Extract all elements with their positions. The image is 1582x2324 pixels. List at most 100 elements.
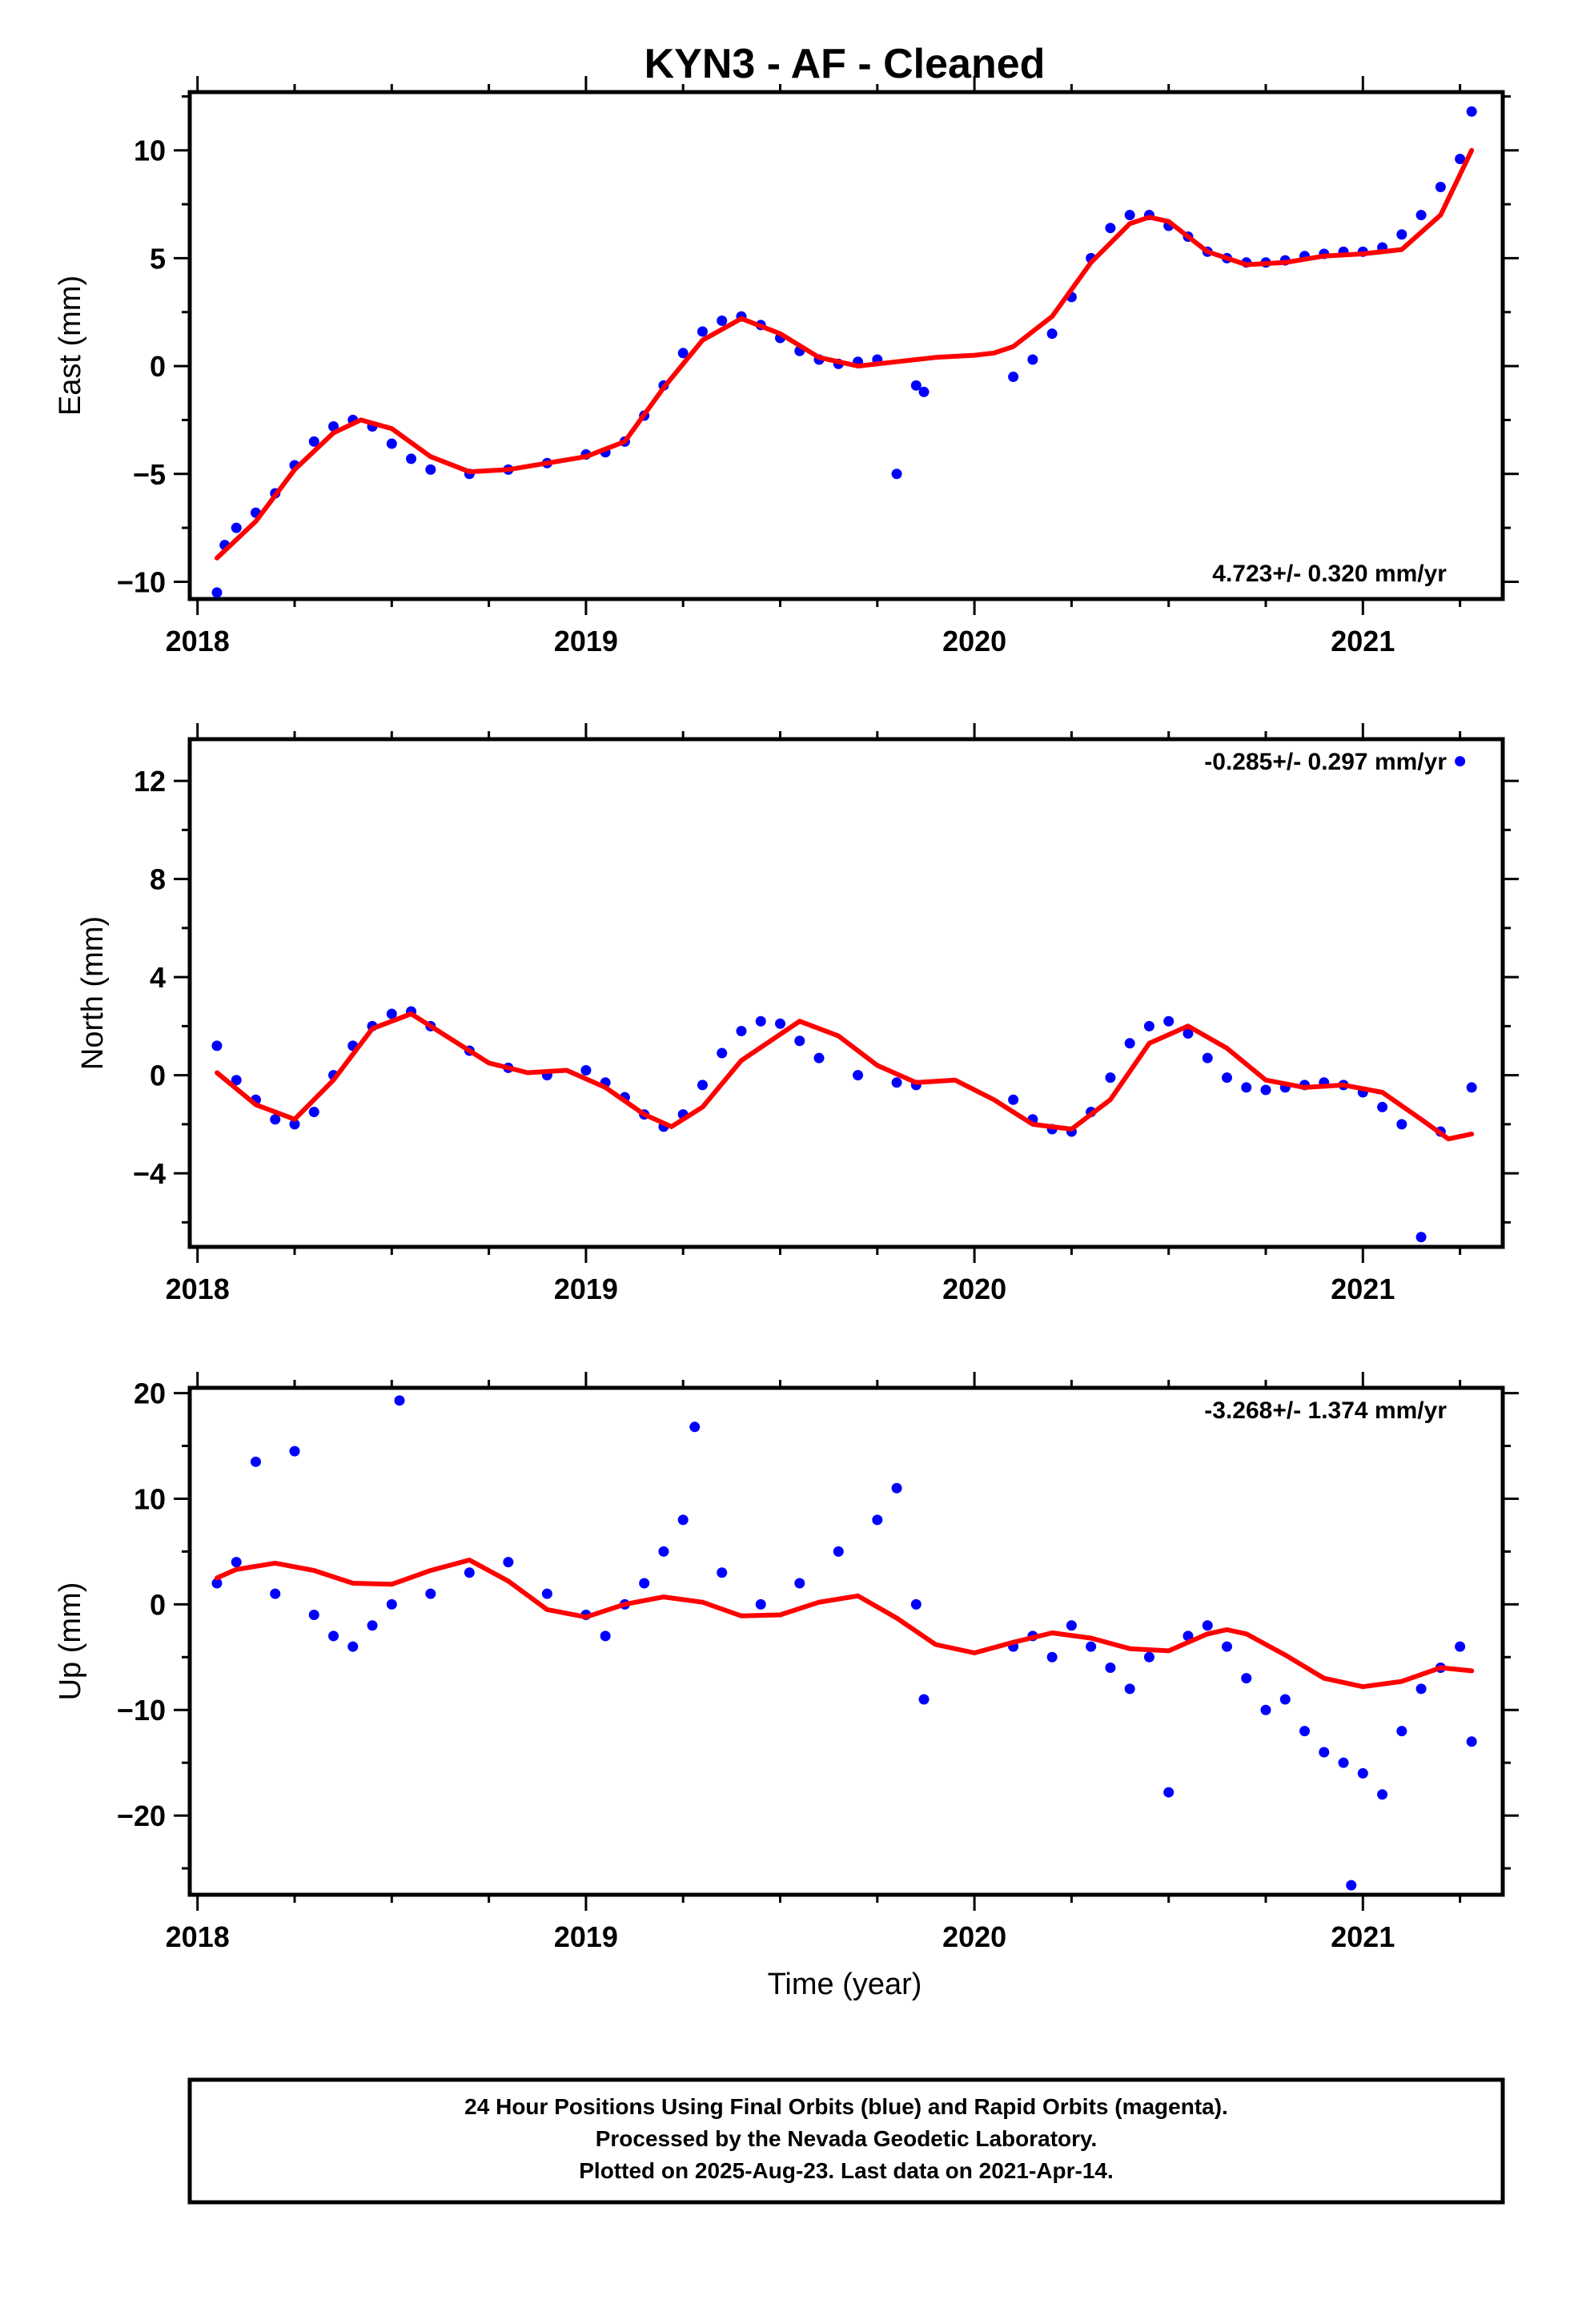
east-data-point bbox=[1396, 229, 1407, 240]
footer-line-1: 24 Hour Positions Using Final Orbits (bl… bbox=[464, 2094, 1228, 2119]
north-rate-label: -0.285+/- 0.297 mm/yr bbox=[1204, 749, 1447, 775]
north-data-point bbox=[1260, 1084, 1271, 1096]
north-x-tick-label: 2019 bbox=[554, 1273, 618, 1305]
up-x-tick-label: 2019 bbox=[554, 1920, 618, 1953]
east-data-point bbox=[425, 464, 436, 475]
up-data-point bbox=[910, 1598, 921, 1610]
up-x-tick-label: 2021 bbox=[1331, 1920, 1395, 1953]
panel-east: 2018 2019 2020 2021 −10 −5 0 5 10 East (mm) 4.723+… bbox=[54, 76, 1519, 657]
up-data-point bbox=[1377, 1789, 1388, 1800]
up-x-tick-label: 2018 bbox=[166, 1920, 230, 1953]
east-plot-frame bbox=[187, 90, 1505, 601]
east-data-point bbox=[406, 453, 417, 464]
east-data-point bbox=[1046, 328, 1058, 340]
north-y-axis-label: North (mm) bbox=[76, 916, 110, 1070]
east-data-point bbox=[211, 587, 223, 598]
up-data-point bbox=[1415, 1683, 1427, 1695]
east-data-point bbox=[1455, 154, 1466, 165]
east-rate-label: 4.723+/- 0.320 mm/yr bbox=[1212, 561, 1447, 587]
up-data-point bbox=[755, 1598, 766, 1610]
up-data-point bbox=[1222, 1641, 1233, 1652]
east-y-axis-label: East (mm) bbox=[54, 275, 87, 416]
up-data-point bbox=[289, 1445, 300, 1457]
north-x-tick-label: 2018 bbox=[166, 1273, 230, 1305]
up-data-point bbox=[689, 1421, 701, 1433]
up-data-point bbox=[918, 1694, 930, 1705]
north-y-tick-label: 0 bbox=[150, 1059, 166, 1092]
up-data-point bbox=[1163, 1787, 1174, 1798]
up-data-point bbox=[1455, 1641, 1466, 1652]
east-data-point bbox=[1435, 182, 1446, 193]
east-data-point bbox=[891, 468, 902, 480]
east-data-point bbox=[386, 438, 397, 449]
north-data-point bbox=[1377, 1101, 1388, 1112]
north-data-point bbox=[736, 1025, 747, 1036]
north-data-point bbox=[1202, 1052, 1213, 1063]
north-data-point bbox=[1182, 1028, 1194, 1039]
up-y-tick-label: 10 bbox=[134, 1482, 166, 1515]
up-data-point bbox=[1241, 1673, 1252, 1684]
panel-north: 2018 2019 2020 2021 −4 0 4 8 12 North (mm) -0.285+… bbox=[76, 723, 1519, 1305]
north-data-point bbox=[231, 1075, 242, 1086]
east-data-point bbox=[677, 348, 689, 359]
up-data-point bbox=[794, 1578, 805, 1589]
east-y-tick-label: −10 bbox=[117, 565, 166, 598]
up-y-tick-label: −20 bbox=[117, 1799, 166, 1832]
footer-line-2: Processed by the Nevada Geodetic Laborat… bbox=[596, 2126, 1098, 2151]
up-y-axis-label: Up (mm) bbox=[54, 1582, 87, 1701]
up-data-point bbox=[231, 1557, 242, 1568]
east-data-point bbox=[910, 380, 921, 391]
panel-up: 2018 2019 2020 2021 −20 −10 0 10 20 Up (mm) -3.268… bbox=[54, 1372, 1519, 1953]
north-data-point bbox=[308, 1107, 319, 1118]
north-data-point bbox=[1124, 1038, 1135, 1049]
north-data-point bbox=[289, 1119, 300, 1130]
figure-title: KYN3 - AF - Cleaned bbox=[644, 41, 1046, 87]
up-x-tick-label: 2020 bbox=[942, 1920, 1006, 1953]
north-data-point bbox=[270, 1114, 281, 1125]
east-data-point bbox=[1466, 106, 1477, 117]
up-data-point bbox=[833, 1546, 844, 1557]
up-data-point bbox=[425, 1588, 436, 1599]
up-data-point bbox=[1124, 1683, 1135, 1695]
up-data-point bbox=[541, 1588, 552, 1599]
panels: 2018 2019 2020 2021 −10 −5 0 5 10 East (mm) 4.723+… bbox=[54, 76, 1519, 1953]
north-daily-positions bbox=[211, 756, 1477, 1243]
north-data-point bbox=[1163, 1015, 1174, 1027]
north-data-point bbox=[1396, 1119, 1407, 1130]
north-data-point bbox=[1222, 1072, 1233, 1084]
up-data-point bbox=[891, 1482, 902, 1494]
up-data-point bbox=[1105, 1662, 1116, 1673]
north-data-point bbox=[853, 1070, 864, 1081]
east-data-point bbox=[1008, 372, 1019, 383]
up-data-point bbox=[386, 1598, 397, 1610]
up-data-point bbox=[677, 1514, 689, 1526]
north-data-point bbox=[755, 1015, 766, 1027]
up-y-tick-label: 0 bbox=[150, 1588, 166, 1621]
north-y-tick-label: 8 bbox=[150, 863, 166, 896]
up-data-point bbox=[394, 1395, 405, 1406]
up-data-point bbox=[347, 1641, 359, 1652]
north-data-point bbox=[211, 1040, 223, 1051]
up-data-point bbox=[503, 1557, 514, 1568]
up-data-point bbox=[717, 1567, 728, 1578]
east-data-point bbox=[308, 436, 319, 447]
north-data-point bbox=[1143, 1020, 1154, 1031]
up-data-point bbox=[308, 1610, 319, 1621]
north-data-point bbox=[697, 1080, 708, 1091]
north-data-point bbox=[580, 1064, 592, 1076]
east-y-tick-label: −5 bbox=[133, 458, 166, 491]
north-y-tick-label: 4 bbox=[150, 961, 166, 994]
east-trend-line bbox=[215, 147, 1475, 561]
north-data-point bbox=[1466, 1082, 1477, 1093]
east-x-tick-label: 2019 bbox=[554, 625, 618, 657]
up-data-point bbox=[1338, 1757, 1349, 1768]
north-data-point bbox=[1241, 1082, 1252, 1093]
north-data-point bbox=[794, 1035, 805, 1047]
up-data-point bbox=[658, 1546, 669, 1557]
up-data-point bbox=[1357, 1767, 1368, 1779]
north-data-point bbox=[1415, 1232, 1427, 1243]
north-plot-frame bbox=[187, 737, 1505, 1249]
east-daily-positions bbox=[211, 106, 1477, 598]
east-data-point bbox=[1105, 223, 1116, 234]
